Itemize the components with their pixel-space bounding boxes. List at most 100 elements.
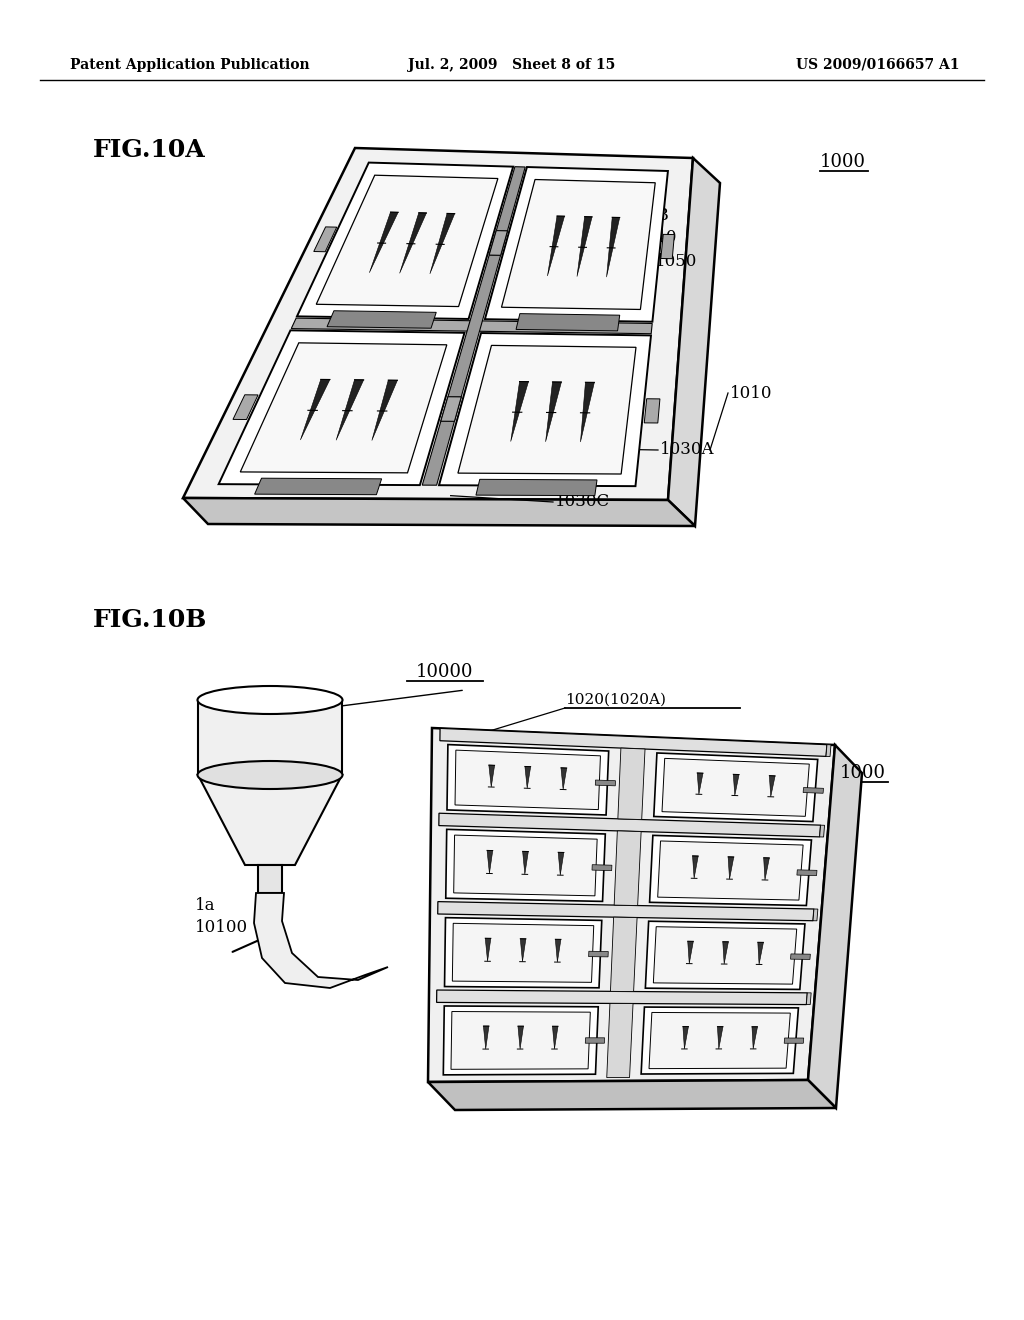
Polygon shape — [688, 941, 693, 964]
Polygon shape — [644, 399, 659, 422]
Polygon shape — [258, 865, 282, 894]
Polygon shape — [645, 921, 805, 990]
Polygon shape — [614, 830, 641, 906]
Polygon shape — [728, 857, 734, 879]
Polygon shape — [806, 993, 811, 1005]
Polygon shape — [454, 836, 597, 896]
Polygon shape — [455, 750, 600, 809]
Polygon shape — [422, 166, 525, 486]
Polygon shape — [372, 380, 397, 441]
Polygon shape — [445, 829, 605, 902]
Polygon shape — [758, 942, 764, 965]
Polygon shape — [436, 990, 807, 1005]
Polygon shape — [649, 836, 811, 906]
Polygon shape — [683, 1027, 688, 1049]
Polygon shape — [511, 381, 528, 441]
Polygon shape — [607, 1003, 633, 1077]
Polygon shape — [803, 788, 823, 793]
Polygon shape — [444, 917, 602, 987]
Polygon shape — [437, 902, 814, 921]
Polygon shape — [752, 1027, 758, 1049]
Polygon shape — [518, 1026, 523, 1049]
Polygon shape — [489, 231, 508, 255]
Polygon shape — [525, 767, 530, 788]
Text: Jul. 2, 2009   Sheet 8 of 15: Jul. 2, 2009 Sheet 8 of 15 — [409, 58, 615, 73]
Text: 10100: 10100 — [195, 920, 248, 936]
Polygon shape — [668, 158, 720, 525]
Polygon shape — [592, 865, 612, 871]
Polygon shape — [561, 768, 566, 789]
Polygon shape — [451, 1011, 590, 1069]
Polygon shape — [458, 346, 636, 474]
Polygon shape — [553, 1026, 558, 1049]
Polygon shape — [808, 744, 862, 1107]
Polygon shape — [428, 729, 835, 1082]
Polygon shape — [488, 766, 495, 787]
Polygon shape — [489, 231, 508, 255]
Polygon shape — [520, 939, 526, 962]
Polygon shape — [428, 1080, 836, 1110]
Polygon shape — [370, 213, 398, 273]
Polygon shape — [546, 381, 561, 442]
Polygon shape — [183, 498, 695, 525]
Polygon shape — [662, 759, 809, 816]
Polygon shape — [399, 213, 426, 273]
Polygon shape — [441, 397, 461, 421]
Polygon shape — [439, 333, 651, 486]
Text: US 2009/0166657 A1: US 2009/0166657 A1 — [797, 58, 961, 73]
Ellipse shape — [198, 762, 342, 789]
Polygon shape — [485, 939, 490, 961]
Polygon shape — [453, 923, 594, 982]
Polygon shape — [487, 850, 493, 874]
Polygon shape — [241, 343, 446, 473]
Polygon shape — [441, 397, 461, 421]
Polygon shape — [641, 1007, 799, 1074]
Text: Patent Application Publication: Patent Application Publication — [70, 58, 309, 73]
Polygon shape — [653, 752, 818, 821]
Text: 1040: 1040 — [635, 230, 678, 247]
Polygon shape — [443, 1006, 598, 1074]
Polygon shape — [657, 841, 803, 900]
Text: 1020(1020A): 1020(1020A) — [565, 693, 666, 708]
Polygon shape — [595, 780, 615, 785]
Text: 1000: 1000 — [820, 153, 866, 172]
Polygon shape — [327, 310, 436, 329]
Text: 1030C: 1030C — [555, 494, 610, 511]
Polygon shape — [316, 176, 498, 306]
Polygon shape — [692, 855, 698, 878]
Polygon shape — [764, 858, 769, 880]
Text: FIG.10A: FIG.10A — [93, 139, 206, 162]
Polygon shape — [254, 894, 388, 987]
Polygon shape — [548, 216, 564, 276]
Polygon shape — [558, 853, 564, 875]
Polygon shape — [733, 775, 739, 796]
Polygon shape — [723, 941, 728, 964]
Polygon shape — [819, 825, 824, 837]
Polygon shape — [291, 318, 652, 334]
Polygon shape — [581, 383, 594, 442]
Polygon shape — [183, 148, 693, 500]
Text: 10000: 10000 — [416, 663, 474, 681]
Polygon shape — [769, 776, 775, 797]
Polygon shape — [439, 813, 820, 837]
Polygon shape — [198, 775, 342, 865]
Polygon shape — [649, 1012, 791, 1069]
Polygon shape — [255, 478, 382, 495]
Polygon shape — [485, 168, 668, 322]
Ellipse shape — [198, 686, 342, 714]
Polygon shape — [617, 748, 645, 820]
Polygon shape — [297, 162, 513, 319]
Polygon shape — [791, 954, 810, 960]
Polygon shape — [813, 909, 818, 921]
Text: 1000: 1000 — [840, 764, 886, 781]
Text: 1a: 1a — [195, 896, 215, 913]
Polygon shape — [476, 479, 597, 495]
Polygon shape — [300, 379, 330, 440]
Polygon shape — [233, 395, 258, 420]
Polygon shape — [826, 744, 830, 756]
Polygon shape — [577, 216, 592, 277]
Polygon shape — [522, 851, 528, 874]
Polygon shape — [586, 1038, 604, 1043]
Text: 1030B: 1030B — [615, 206, 670, 223]
Polygon shape — [198, 700, 342, 775]
